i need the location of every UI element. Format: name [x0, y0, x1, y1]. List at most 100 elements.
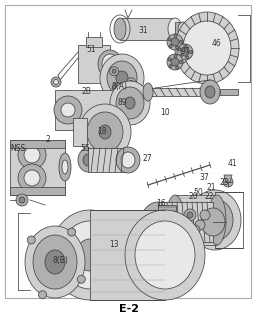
Bar	[158, 202, 213, 242]
Bar	[158, 205, 176, 239]
Text: 27: 27	[142, 154, 152, 163]
Ellipse shape	[178, 22, 188, 36]
Circle shape	[24, 170, 40, 186]
Text: 18: 18	[97, 127, 107, 136]
Circle shape	[179, 54, 182, 58]
Ellipse shape	[60, 221, 120, 289]
Ellipse shape	[116, 71, 128, 85]
Circle shape	[195, 220, 205, 230]
Circle shape	[38, 291, 46, 299]
Circle shape	[77, 275, 85, 283]
Bar	[148, 88, 208, 96]
Text: 41: 41	[227, 159, 237, 168]
Ellipse shape	[175, 12, 239, 84]
Circle shape	[19, 197, 25, 203]
Ellipse shape	[62, 160, 68, 174]
Circle shape	[186, 56, 189, 59]
Circle shape	[184, 209, 196, 221]
Ellipse shape	[87, 112, 123, 152]
Text: 22: 22	[204, 192, 214, 201]
Circle shape	[18, 141, 46, 169]
Circle shape	[177, 44, 193, 60]
Text: 10: 10	[160, 108, 170, 116]
Bar	[86, 37, 102, 47]
Circle shape	[61, 103, 75, 117]
Circle shape	[176, 46, 179, 49]
Ellipse shape	[208, 195, 226, 245]
Circle shape	[53, 79, 59, 84]
Circle shape	[54, 96, 82, 124]
Ellipse shape	[143, 83, 153, 101]
Ellipse shape	[183, 21, 231, 75]
Circle shape	[51, 77, 61, 87]
Circle shape	[174, 35, 177, 37]
Circle shape	[18, 164, 46, 192]
Text: 46: 46	[212, 39, 222, 48]
Text: E-2: E-2	[119, 304, 139, 314]
Ellipse shape	[33, 235, 77, 289]
Ellipse shape	[125, 210, 205, 300]
Text: 13: 13	[109, 240, 118, 249]
Circle shape	[184, 44, 187, 48]
Bar	[10, 140, 65, 148]
Text: 2B: 2B	[82, 87, 91, 96]
Bar	[120, 18, 175, 40]
Text: 21: 21	[207, 183, 216, 192]
Ellipse shape	[83, 154, 93, 166]
Bar	[10, 187, 65, 195]
Circle shape	[168, 58, 171, 61]
Ellipse shape	[112, 92, 128, 128]
Circle shape	[174, 54, 177, 58]
Ellipse shape	[50, 210, 130, 300]
Bar	[10, 140, 65, 195]
Ellipse shape	[201, 208, 225, 236]
Circle shape	[190, 225, 200, 235]
Circle shape	[115, 85, 119, 90]
Circle shape	[112, 69, 116, 73]
Circle shape	[169, 65, 172, 68]
Ellipse shape	[59, 153, 71, 181]
Circle shape	[127, 78, 136, 87]
Bar	[175, 22, 183, 36]
Ellipse shape	[98, 50, 122, 78]
Ellipse shape	[200, 80, 220, 104]
Ellipse shape	[99, 125, 111, 139]
Ellipse shape	[135, 221, 195, 289]
Ellipse shape	[107, 61, 137, 95]
Text: 23: 23	[220, 178, 229, 187]
Polygon shape	[55, 90, 120, 130]
Circle shape	[110, 67, 119, 76]
Circle shape	[176, 66, 179, 69]
Ellipse shape	[100, 54, 144, 102]
Circle shape	[180, 60, 182, 63]
Text: 31: 31	[138, 26, 148, 35]
Bar	[175, 195, 217, 245]
Circle shape	[169, 44, 172, 48]
Ellipse shape	[189, 190, 241, 250]
Ellipse shape	[125, 97, 135, 109]
Bar	[90, 210, 165, 300]
Circle shape	[27, 236, 35, 244]
Ellipse shape	[168, 18, 182, 40]
Ellipse shape	[197, 199, 233, 241]
Text: 8(A): 8(A)	[112, 82, 128, 91]
Ellipse shape	[110, 81, 150, 125]
Circle shape	[171, 58, 179, 66]
Circle shape	[187, 212, 193, 218]
Ellipse shape	[208, 212, 222, 228]
Ellipse shape	[121, 152, 135, 168]
Ellipse shape	[25, 226, 85, 298]
Circle shape	[181, 48, 189, 56]
Circle shape	[68, 228, 76, 236]
Text: 37: 37	[199, 173, 209, 182]
Bar	[215, 192, 243, 248]
Ellipse shape	[76, 239, 104, 271]
Ellipse shape	[116, 87, 144, 119]
Ellipse shape	[102, 54, 118, 74]
Ellipse shape	[114, 18, 126, 40]
Circle shape	[167, 34, 183, 50]
Circle shape	[200, 210, 210, 220]
Text: 16: 16	[156, 199, 166, 208]
Text: 51: 51	[87, 45, 96, 54]
Circle shape	[189, 51, 192, 53]
